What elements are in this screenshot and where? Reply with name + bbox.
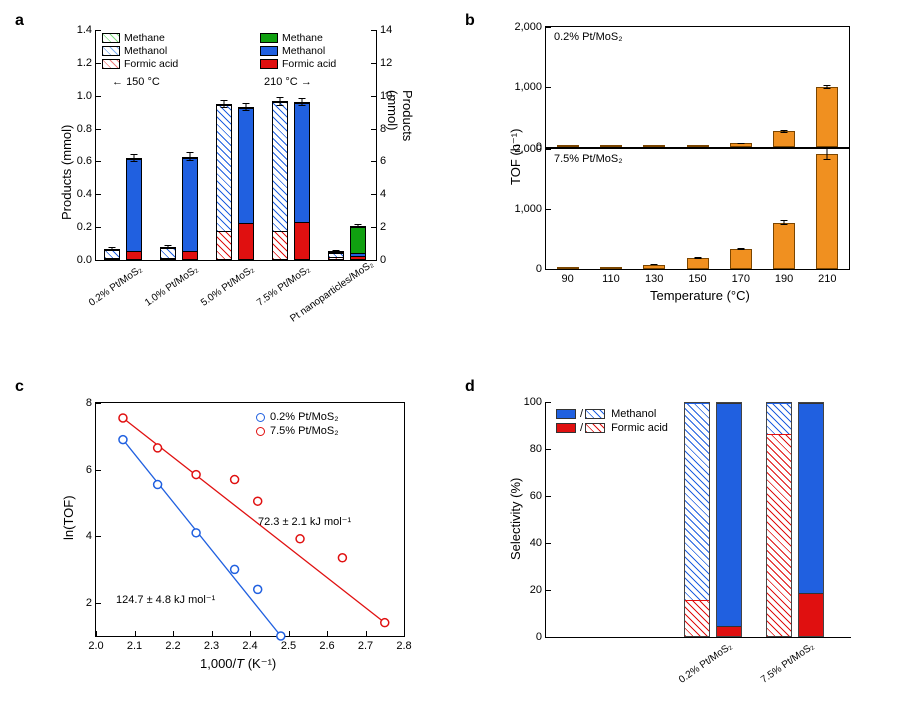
xcat-d: 7.5% Pt/MoS₂ (736, 641, 816, 702)
temp210: 210 °C → (264, 76, 312, 88)
panel-c: 0.2% Pt/MoS₂7.5% Pt/MoS₂ 124.7 ± 4.8 kJ … (55, 390, 425, 680)
legend-a-hatch: MethaneMethanolFormic acid (102, 32, 178, 71)
bar-210 (350, 226, 366, 261)
bar-d-solid (716, 402, 742, 637)
bar-d-hatch (684, 402, 710, 637)
bar-b (773, 223, 795, 269)
bar-150 (160, 247, 176, 260)
panel-c-plot: 0.2% Pt/MoS₂7.5% Pt/MoS₂ 124.7 ± 4.8 kJ … (95, 402, 405, 637)
panel-b-subplot: 0.2% Pt/MoS₂01,0002,000 (545, 26, 850, 148)
bar-150 (328, 251, 344, 260)
bar-b (816, 154, 838, 269)
panel-d: / Methanol/ Formic acid 0204060801000.2%… (500, 390, 870, 680)
panel-b-ylabel: TOF (h⁻¹) (508, 129, 524, 185)
legend-a-solid: MethaneMethanolFormic acid (260, 32, 336, 71)
legend-d: / Methanol/ Formic acid (556, 408, 668, 436)
bar-150 (272, 101, 288, 260)
xcat-b: 130 (645, 269, 663, 285)
bar-b (773, 131, 795, 147)
xcat-d: 0.2% Pt/MoS₂ (654, 641, 734, 702)
panel-b-label: b (465, 12, 475, 30)
bar-b (687, 258, 709, 269)
panel-d-label: d (465, 378, 475, 396)
bar-b (730, 249, 752, 269)
xcat-b: 90 (562, 269, 574, 285)
subplot-title: 0.2% Pt/MoS₂ (554, 31, 622, 43)
panel-d-ylabel: Selectivity (%) (508, 478, 523, 560)
panel-c-svg (96, 403, 406, 638)
bar-150 (216, 104, 232, 260)
bar-210 (294, 102, 310, 260)
bar-b (557, 145, 579, 147)
panel-a-label: a (15, 12, 24, 30)
figure: a b c d MethaneMethanolFormic acid Metha… (0, 0, 900, 709)
bar-210 (126, 158, 142, 260)
temp150: ← 150 °C (112, 76, 160, 88)
bar-d-solid (798, 402, 824, 637)
bar-b (816, 87, 838, 147)
panel-b-subplot: 7.5% Pt/MoS₂01,0002,00090110130150170190… (545, 148, 850, 270)
xcat-b: 150 (688, 269, 706, 285)
panel-d-plot: / Methanol/ Formic acid 0204060801000.2%… (545, 402, 851, 638)
xcat-b: 210 (818, 269, 836, 285)
bar-b (687, 145, 709, 147)
panel-c-label: c (15, 378, 24, 396)
panel-a-plot: MethaneMethanolFormic acid MethaneMethan… (95, 30, 377, 261)
bar-b (643, 145, 665, 147)
panel-b-xlabel: Temperature (°C) (650, 288, 750, 303)
bar-b (600, 145, 622, 147)
panel-c-ylabel: ln(TOF) (61, 495, 76, 540)
panel-b: TOF (h⁻¹) Temperature (°C) 0.2% Pt/MoS₂0… (500, 20, 870, 320)
bar-210 (182, 157, 198, 261)
subplot-title: 7.5% Pt/MoS₂ (554, 153, 622, 165)
panel-c-xlabel: 1,000/T (K⁻¹) (200, 656, 276, 672)
panel-a-ylabel-right: Products (mmol) (385, 90, 415, 141)
bar-210 (238, 107, 254, 260)
xcat-b: 170 (732, 269, 750, 285)
panel-a: MethaneMethanolFormic acid MethaneMethan… (55, 30, 415, 290)
xcat-b: 110 (602, 269, 620, 285)
bar-d-hatch (766, 402, 792, 637)
xcat-b: 190 (775, 269, 793, 285)
panel-a-ylabel-left: Products (mmol) (59, 125, 74, 220)
bar-150 (104, 249, 120, 261)
